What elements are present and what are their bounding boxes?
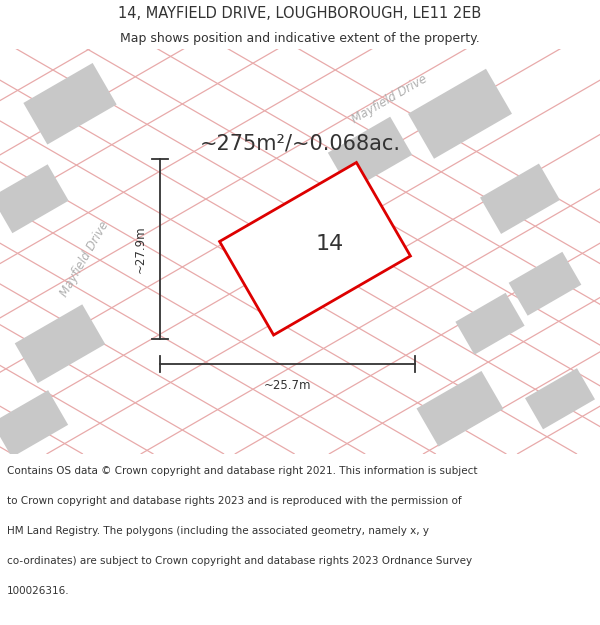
Text: HM Land Registry. The polygons (including the associated geometry, namely x, y: HM Land Registry. The polygons (includin… <box>7 526 429 536</box>
Polygon shape <box>0 390 68 458</box>
Polygon shape <box>509 252 581 316</box>
Text: 100026316.: 100026316. <box>7 586 70 596</box>
Polygon shape <box>0 164 68 233</box>
Text: co-ordinates) are subject to Crown copyright and database rights 2023 Ordnance S: co-ordinates) are subject to Crown copyr… <box>7 556 472 566</box>
Polygon shape <box>416 371 503 446</box>
Polygon shape <box>15 304 105 383</box>
Text: ~27.9m: ~27.9m <box>133 225 146 272</box>
Text: Mayfield Drive: Mayfield Drive <box>350 72 430 126</box>
Text: ~25.7m: ~25.7m <box>264 379 311 392</box>
Polygon shape <box>408 69 512 159</box>
Text: Mayfield Drive: Mayfield Drive <box>58 219 112 299</box>
Text: to Crown copyright and database rights 2023 and is reproduced with the permissio: to Crown copyright and database rights 2… <box>7 496 462 506</box>
Text: 14, MAYFIELD DRIVE, LOUGHBOROUGH, LE11 2EB: 14, MAYFIELD DRIVE, LOUGHBOROUGH, LE11 2… <box>118 6 482 21</box>
Polygon shape <box>455 292 524 355</box>
Polygon shape <box>23 63 116 144</box>
Text: Contains OS data © Crown copyright and database right 2021. This information is : Contains OS data © Crown copyright and d… <box>7 466 478 476</box>
Text: ~275m²/~0.068ac.: ~275m²/~0.068ac. <box>199 134 401 154</box>
Text: Map shows position and indicative extent of the property.: Map shows position and indicative extent… <box>120 31 480 44</box>
Polygon shape <box>525 368 595 429</box>
Polygon shape <box>328 117 412 191</box>
Polygon shape <box>480 164 560 234</box>
Text: 14: 14 <box>316 234 344 254</box>
Polygon shape <box>220 162 410 335</box>
